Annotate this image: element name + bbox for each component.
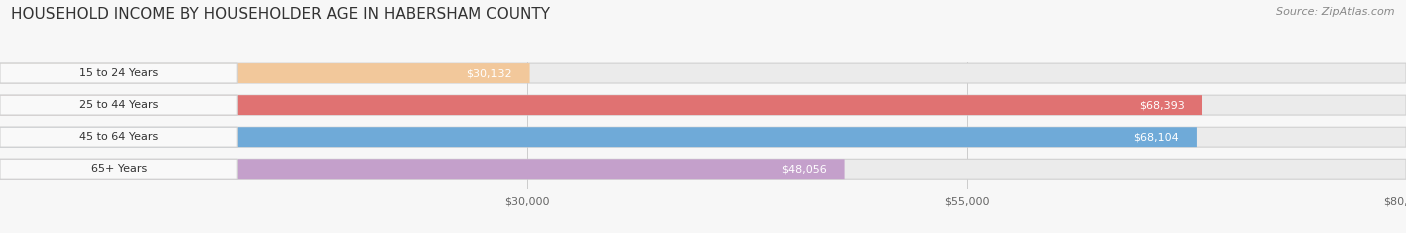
FancyBboxPatch shape — [0, 159, 238, 179]
FancyBboxPatch shape — [0, 127, 1197, 147]
Text: $68,393: $68,393 — [1139, 100, 1184, 110]
Text: $68,104: $68,104 — [1133, 132, 1180, 142]
Text: 15 to 24 Years: 15 to 24 Years — [79, 68, 159, 78]
Text: HOUSEHOLD INCOME BY HOUSEHOLDER AGE IN HABERSHAM COUNTY: HOUSEHOLD INCOME BY HOUSEHOLDER AGE IN H… — [11, 7, 550, 22]
Text: $30,132: $30,132 — [467, 68, 512, 78]
FancyBboxPatch shape — [0, 63, 238, 83]
FancyBboxPatch shape — [0, 63, 530, 83]
FancyBboxPatch shape — [0, 95, 1202, 115]
FancyBboxPatch shape — [0, 95, 1406, 115]
FancyBboxPatch shape — [0, 63, 1406, 83]
Text: 65+ Years: 65+ Years — [90, 164, 146, 174]
Text: 45 to 64 Years: 45 to 64 Years — [79, 132, 159, 142]
Text: Source: ZipAtlas.com: Source: ZipAtlas.com — [1277, 7, 1395, 17]
FancyBboxPatch shape — [0, 159, 845, 179]
FancyBboxPatch shape — [0, 159, 1406, 179]
Text: 25 to 44 Years: 25 to 44 Years — [79, 100, 159, 110]
Text: $48,056: $48,056 — [782, 164, 827, 174]
FancyBboxPatch shape — [0, 95, 238, 115]
FancyBboxPatch shape — [0, 127, 238, 147]
FancyBboxPatch shape — [0, 127, 1406, 147]
